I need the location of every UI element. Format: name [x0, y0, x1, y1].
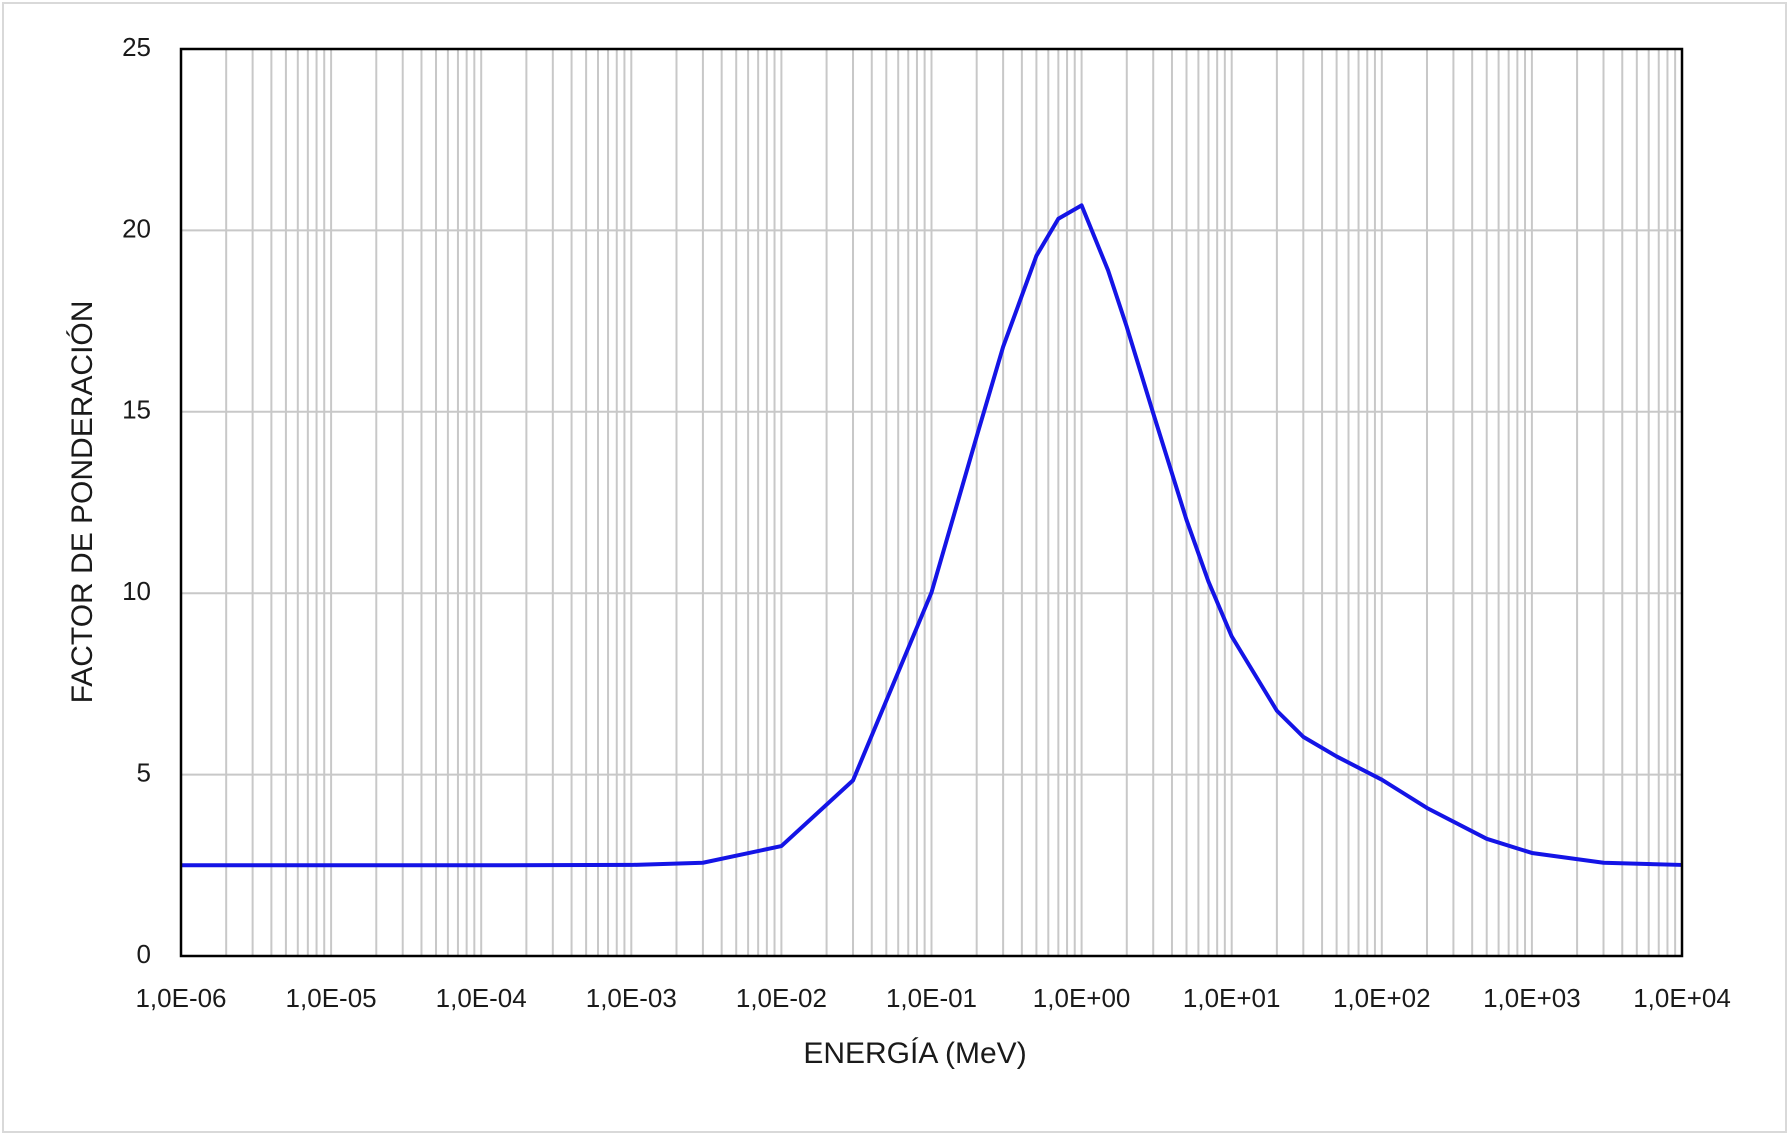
x-tick-label: 1,0E+00 [1033, 983, 1131, 1013]
x-tick-label: 1,0E+02 [1333, 983, 1431, 1013]
x-tick-label: 1,0E-04 [436, 983, 527, 1013]
plot-frame [179, 47, 1684, 958]
x-tick-label: 1,0E-02 [736, 983, 827, 1013]
x-tick-label: 1,0E-06 [135, 983, 226, 1013]
y-tick-label: 15 [122, 395, 151, 425]
y-tick-label: 10 [122, 576, 151, 606]
x-tick-label: 1,0E-03 [586, 983, 677, 1013]
x-axis-title: ENERGÍA (MeV) [803, 1037, 1026, 1070]
y-axis-title: FACTOR DE PONDERACIÓN [66, 301, 99, 704]
plot [181, 203, 1683, 868]
y-tick-label: 0 [137, 939, 151, 969]
y-tick-label: 5 [137, 757, 151, 787]
data-line [181, 203, 1683, 868]
y-tick-label: 25 [122, 32, 151, 62]
grid [180, 48, 1683, 957]
x-tick-label: 1,0E+01 [1183, 983, 1281, 1013]
x-tick-label: 1,0E-05 [286, 983, 377, 1013]
y-tick-label: 20 [122, 213, 151, 243]
x-tick-label: 1,0E+03 [1483, 983, 1581, 1013]
x-tick-label: 1,0E+04 [1633, 983, 1731, 1013]
x-tick-label: 1,0E-01 [886, 983, 977, 1013]
